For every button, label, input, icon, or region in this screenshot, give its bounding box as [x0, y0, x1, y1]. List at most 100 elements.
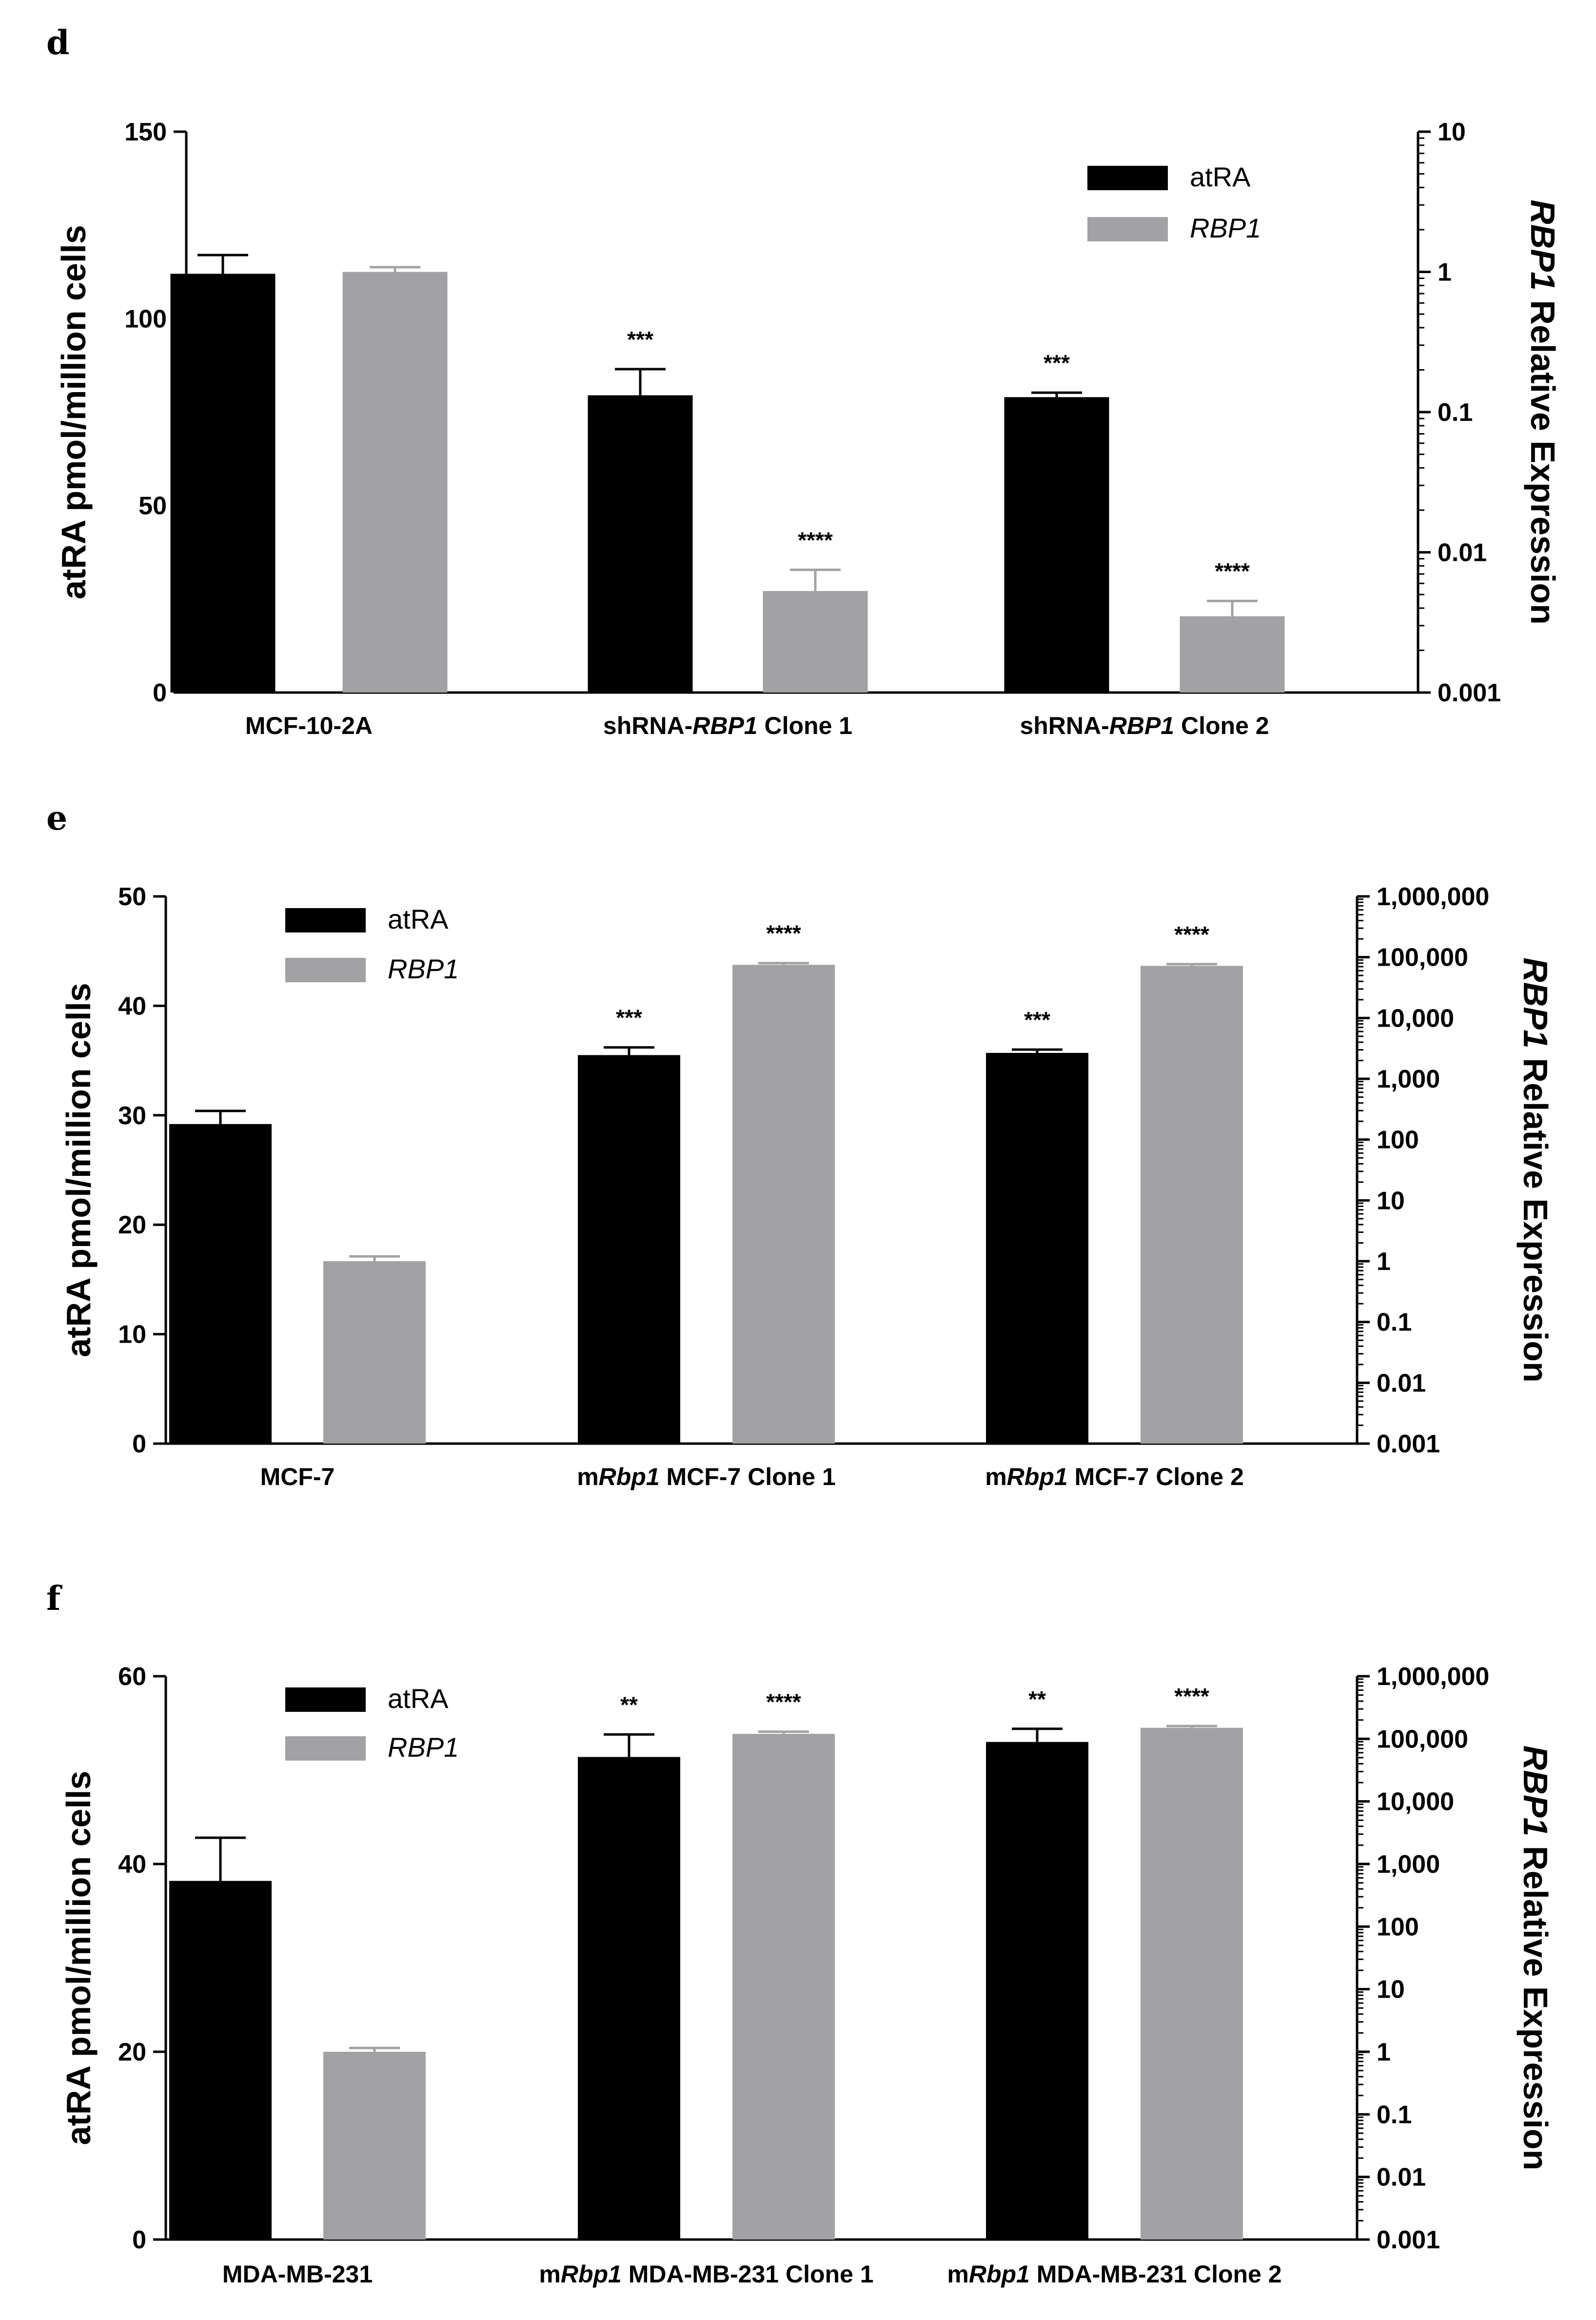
significance-mark: **	[620, 1692, 638, 1717]
x-category-label: mRbp1 MCF-7 Clone 2	[985, 1463, 1244, 1490]
bar-rbp1	[323, 1261, 426, 1444]
legend-swatch-rbp1	[1087, 217, 1168, 241]
chart-panel-f: 0 20 40 60 0.001 0.01 0.1 1 10 100 1,000 10,000 100,…	[59, 1663, 1555, 2288]
bar-atra	[170, 274, 276, 693]
significance-mark: ****	[1215, 558, 1250, 584]
left-axis-tick-label: 100	[124, 305, 167, 333]
right-axis-tick-label: 1,000	[1377, 1850, 1440, 1879]
bar-rbp1	[732, 1734, 835, 2240]
right-axis-tick-label: 1	[1438, 258, 1452, 287]
legend-swatch-atra	[285, 1687, 366, 1712]
legend-label: RBP1	[388, 1732, 459, 1763]
significance-mark: ***	[1024, 1007, 1050, 1032]
legend-swatch-rbp1	[285, 958, 366, 982]
significance-mark: **	[1028, 1686, 1046, 1712]
right-axis-tick-label: 1	[1377, 1248, 1391, 1276]
legend-swatch-atra	[1087, 166, 1168, 190]
left-axis-tick-label: 50	[118, 883, 146, 911]
left-axis-tick-label: 40	[118, 992, 146, 1020]
right-axis-tick-label: 10,000	[1377, 1004, 1454, 1032]
panel-letter-e: e	[46, 799, 68, 838]
left-axis-tick-label: 60	[118, 1663, 146, 1691]
x-category-label: shRNA-RBP1 Clone 2	[1020, 712, 1269, 739]
legend-label: atRA	[388, 904, 449, 934]
right-axis-tick-label: 0.001	[1438, 679, 1501, 707]
x-category-label: MDA-MB-231	[222, 2261, 373, 2288]
right-axis-tick-label: 100,000	[1377, 1725, 1468, 1753]
chart-panel-e: 0 10 20 30 40 50 0.001 0.01 0.1 1 10 100 1,000 10,000…	[59, 883, 1555, 1490]
right-axis-tick-label: 0.1	[1438, 398, 1473, 427]
significance-mark: ***	[616, 1005, 642, 1031]
right-axis-title: RBP1 Relative Expression	[1524, 199, 1562, 625]
significance-mark: ****	[798, 527, 833, 553]
x-category-label: mRbp1 MDA-MB-231 Clone 1	[539, 2261, 873, 2288]
right-axis-tick-label: 1,000,000	[1377, 1663, 1489, 1691]
left-axis-tick-label: 0	[153, 679, 167, 707]
legend-label: atRA	[1190, 161, 1251, 192]
x-category-label: mRbp1 MCF-7 Clone 1	[577, 1463, 836, 1490]
left-axis-tick-label: 40	[118, 1850, 146, 1879]
left-axis-tick-label: 20	[118, 2038, 146, 2066]
right-axis-tick-label: 100,000	[1377, 944, 1468, 972]
right-axis-tick-label: 10	[1377, 1976, 1405, 2004]
right-axis-tick-label: 0.001	[1377, 1430, 1440, 1458]
right-axis-title: RBP1 Relative Expression	[1517, 957, 1555, 1383]
panel-letter-f: f	[46, 1579, 61, 1618]
left-axis-tick-label: 50	[138, 492, 167, 520]
bar-atra	[588, 395, 693, 693]
right-axis-tick-label: 10	[1377, 1187, 1405, 1215]
panel-letter-d: d	[46, 23, 70, 62]
x-category-label: mRbp1 MDA-MB-231 Clone 2	[947, 2261, 1281, 2288]
bar-rbp1	[323, 2052, 426, 2240]
bar-atra	[169, 1124, 272, 1444]
left-axis-tick-label: 0	[132, 2226, 146, 2254]
left-axis-tick-label: 30	[118, 1102, 146, 1130]
right-axis-tick-label: 100	[1377, 1913, 1419, 1941]
right-axis-tick-label: 10,000	[1377, 1788, 1454, 1816]
right-axis-tick-label: 0.01	[1377, 1369, 1426, 1397]
bar-atra	[986, 1052, 1088, 1444]
legend-label: RBP1	[1190, 213, 1261, 243]
left-axis-title: atRA pmol/million cells	[59, 1771, 98, 2145]
right-axis-tick-label: 10	[1438, 118, 1466, 146]
x-category-label: shRNA-RBP1 Clone 1	[603, 712, 852, 739]
legend-swatch-rbp1	[285, 1736, 366, 1761]
right-axis-tick-label: 1	[1377, 2038, 1391, 2066]
significance-mark: ****	[766, 921, 801, 946]
right-axis-tick-label: 0.1	[1377, 2101, 1412, 2129]
x-category-label: MCF-10-2A	[245, 712, 373, 739]
right-axis-title: RBP1 Relative Expression	[1517, 1745, 1555, 2171]
significance-mark: ***	[627, 327, 653, 352]
significance-mark: ****	[1174, 1684, 1209, 1709]
left-axis-tick-label: 150	[124, 118, 167, 146]
right-axis-tick-label: 0.1	[1377, 1309, 1412, 1337]
bar-rbp1	[732, 965, 835, 1444]
left-axis-tick-label: 20	[118, 1211, 146, 1239]
significance-mark: ***	[1044, 350, 1070, 376]
right-axis-tick-label: 0.01	[1438, 539, 1487, 567]
left-axis-title: atRA pmol/million cells	[59, 983, 98, 1357]
significance-mark: ****	[1174, 922, 1209, 947]
left-axis-tick-label: 0	[132, 1430, 146, 1458]
legend-label: RBP1	[388, 953, 459, 984]
bar-rbp1	[1141, 966, 1243, 1444]
significance-mark: ****	[766, 1689, 801, 1715]
bar-atra	[578, 1055, 680, 1444]
chart-panel-d: 0 50 100 150 0.001 0.01 0.1 1 10 atRA pmol/millio…	[55, 118, 1562, 739]
x-category-label: MCF-7	[260, 1463, 335, 1490]
legend-swatch-atra	[285, 908, 366, 932]
bar-atra	[578, 1757, 680, 2240]
bar-rbp1	[342, 272, 448, 693]
right-axis-tick-label: 100	[1377, 1126, 1419, 1154]
right-axis-tick-label: 0.01	[1377, 2163, 1426, 2192]
bar-rbp1	[1180, 616, 1285, 693]
right-axis-tick-label: 1,000,000	[1377, 883, 1489, 911]
left-axis-title: atRA pmol/million cells	[55, 225, 93, 599]
bar-atra	[986, 1742, 1088, 2240]
right-axis-tick-label: 0.001	[1377, 2226, 1440, 2254]
bar-atra	[169, 1881, 272, 2240]
left-axis-tick-label: 10	[118, 1321, 146, 1349]
bar-rbp1	[763, 591, 868, 693]
bar-rbp1	[1141, 1727, 1243, 2240]
